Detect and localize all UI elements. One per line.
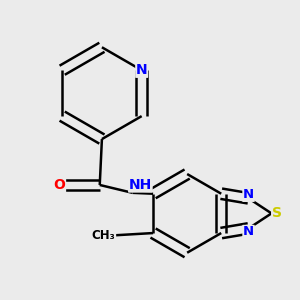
Text: NH: NH xyxy=(129,178,152,192)
Text: CH₃: CH₃ xyxy=(92,229,116,242)
Text: S: S xyxy=(272,206,282,220)
Text: N: N xyxy=(243,226,254,238)
Text: N: N xyxy=(243,188,254,201)
Text: O: O xyxy=(54,178,65,192)
Text: N: N xyxy=(136,63,148,77)
